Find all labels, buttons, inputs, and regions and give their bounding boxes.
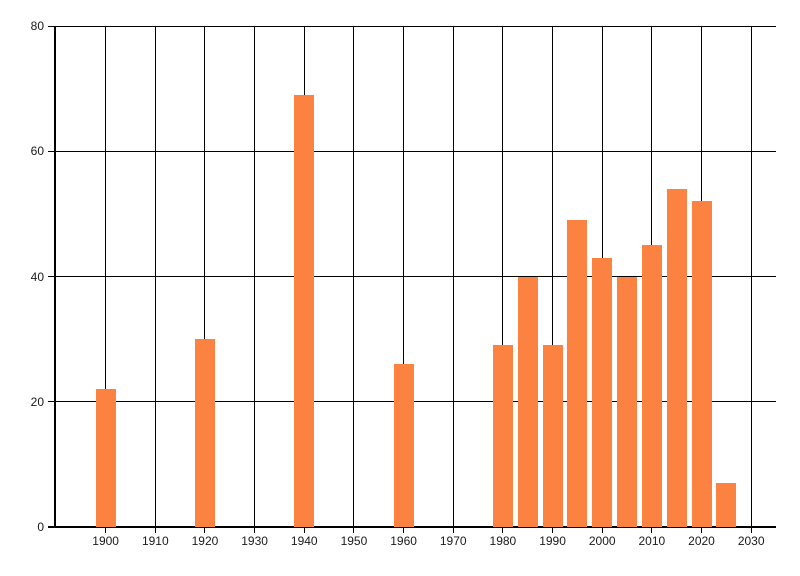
x-tick-label-2030: 2030: [737, 534, 765, 548]
gridline-x-1970: [452, 26, 454, 533]
gridline-x-1960: [403, 26, 405, 533]
y-tick-label-60: 60: [30, 144, 44, 159]
bar-2015: [666, 188, 687, 527]
gridline-x-1980: [502, 26, 504, 533]
bar-1940: [294, 94, 315, 527]
gridline-y-60: [48, 150, 776, 152]
y-tick-label-40: 40: [30, 269, 44, 284]
x-tick-label-1900: 1900: [92, 534, 119, 548]
gridline-x-1950: [353, 26, 355, 533]
gridline-x-2030: [750, 26, 752, 533]
x-tick-label-1950: 1950: [340, 534, 368, 548]
x-tick-label-1980: 1980: [489, 534, 517, 548]
x-tick-label-2020: 2020: [688, 534, 715, 548]
bar-1920: [194, 339, 215, 527]
bar-1995: [567, 220, 588, 527]
x-tick-label-1960: 1960: [390, 534, 417, 548]
bar-1990: [542, 345, 563, 527]
bar-1900: [95, 389, 116, 527]
x-tick-label-1920: 1920: [191, 534, 219, 548]
gridline-x-1930: [254, 26, 256, 533]
gridline-x-1910: [154, 26, 156, 533]
gridline-y-80: [48, 25, 776, 27]
bar-2025: [716, 483, 737, 527]
x-tick-label-1940: 1940: [290, 534, 318, 548]
bar-1960: [393, 364, 414, 527]
gridline-x-1920: [204, 26, 206, 533]
bar-2005: [617, 276, 638, 527]
bar-2010: [641, 245, 662, 527]
x-tick-label-1910: 1910: [141, 534, 169, 548]
y-axis-line: [54, 26, 56, 527]
x-tick-label-1930: 1930: [241, 534, 268, 548]
bar-1980: [492, 345, 513, 527]
x-tick-label-2000: 2000: [588, 534, 616, 548]
gridline-x-1900: [105, 26, 107, 533]
gridline-x-1990: [552, 26, 554, 533]
bar-2000: [592, 257, 613, 527]
x-tick-label-1990: 1990: [539, 534, 566, 548]
y-tick-label-20: 20: [30, 394, 44, 409]
bar-2020: [691, 201, 712, 527]
x-tick-label-1970: 1970: [439, 534, 467, 548]
y-tick-label-0: 0: [37, 520, 44, 534]
x-axis-line: [48, 526, 776, 528]
y-tick-label-80: 80: [30, 19, 44, 33]
x-tick-label-2010: 2010: [638, 534, 666, 548]
bar-1985: [517, 276, 538, 527]
gridline-y-40: [48, 276, 776, 277]
